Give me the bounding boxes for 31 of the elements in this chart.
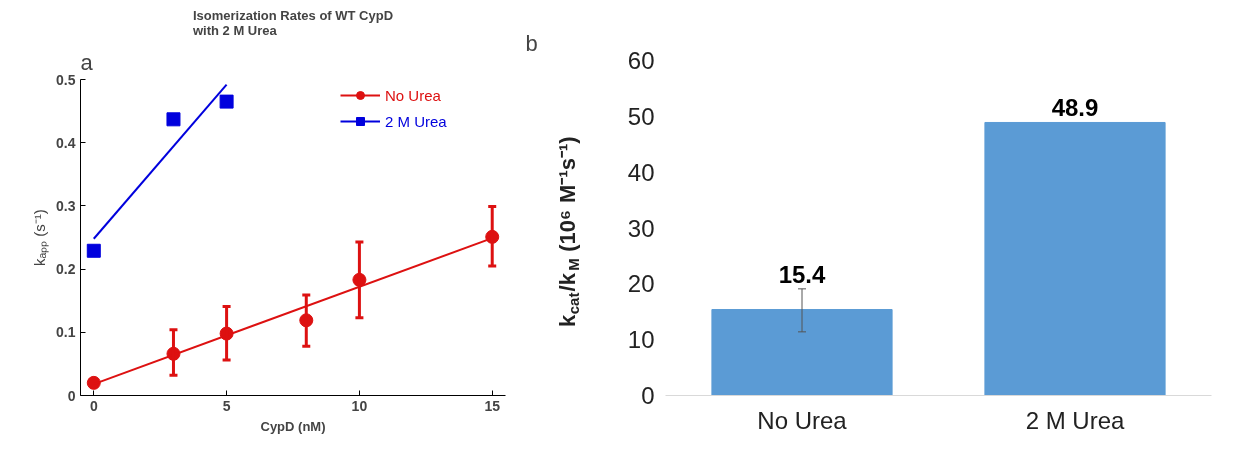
y-tick-label: 0.2	[56, 261, 76, 278]
y-tick-label: 0.5	[56, 71, 76, 88]
text: b	[525, 30, 538, 56]
x-tick-label: 10	[351, 397, 368, 414]
x-axis-title: CypD (nM)	[260, 418, 326, 434]
y-tick-label: 20	[627, 270, 655, 298]
y-axis-title: kₐₚₚ (s⁻¹)	[31, 209, 50, 266]
x-tick-label: No Urea	[757, 406, 848, 434]
x-tick-label: 2 M Urea	[1025, 406, 1125, 434]
y-tick-label: 10	[627, 326, 655, 354]
legend-label: No Urea	[385, 86, 441, 104]
y-tick-label: 0.1	[56, 324, 76, 341]
point	[86, 375, 101, 390]
chart-title: Isomerization Rates of WT CypD with 2 M Urea	[191, 7, 394, 38]
text: a	[80, 49, 94, 75]
y-tick-label: 0.4	[56, 134, 76, 151]
y-tick-label: 40	[627, 158, 655, 186]
x-tick-label: 5	[222, 397, 231, 414]
data-label: 15.4	[778, 260, 827, 288]
point	[86, 243, 101, 258]
point	[166, 112, 181, 127]
data-label: 48.9	[1051, 94, 1099, 122]
y-tick-label: 30	[627, 214, 655, 242]
y-tick-label: 50	[627, 102, 655, 130]
x-tick-label: 15	[484, 397, 501, 414]
point	[219, 94, 234, 109]
y-tick-label: 0.3	[56, 197, 76, 214]
legend-label: 2 M Urea	[385, 112, 447, 130]
x-tick-label: 0	[89, 397, 98, 414]
y-axis-title: kcat/kM (10⁶ M⁻¹s⁻¹)	[555, 136, 583, 327]
y-tick-label: 60	[627, 47, 655, 74]
